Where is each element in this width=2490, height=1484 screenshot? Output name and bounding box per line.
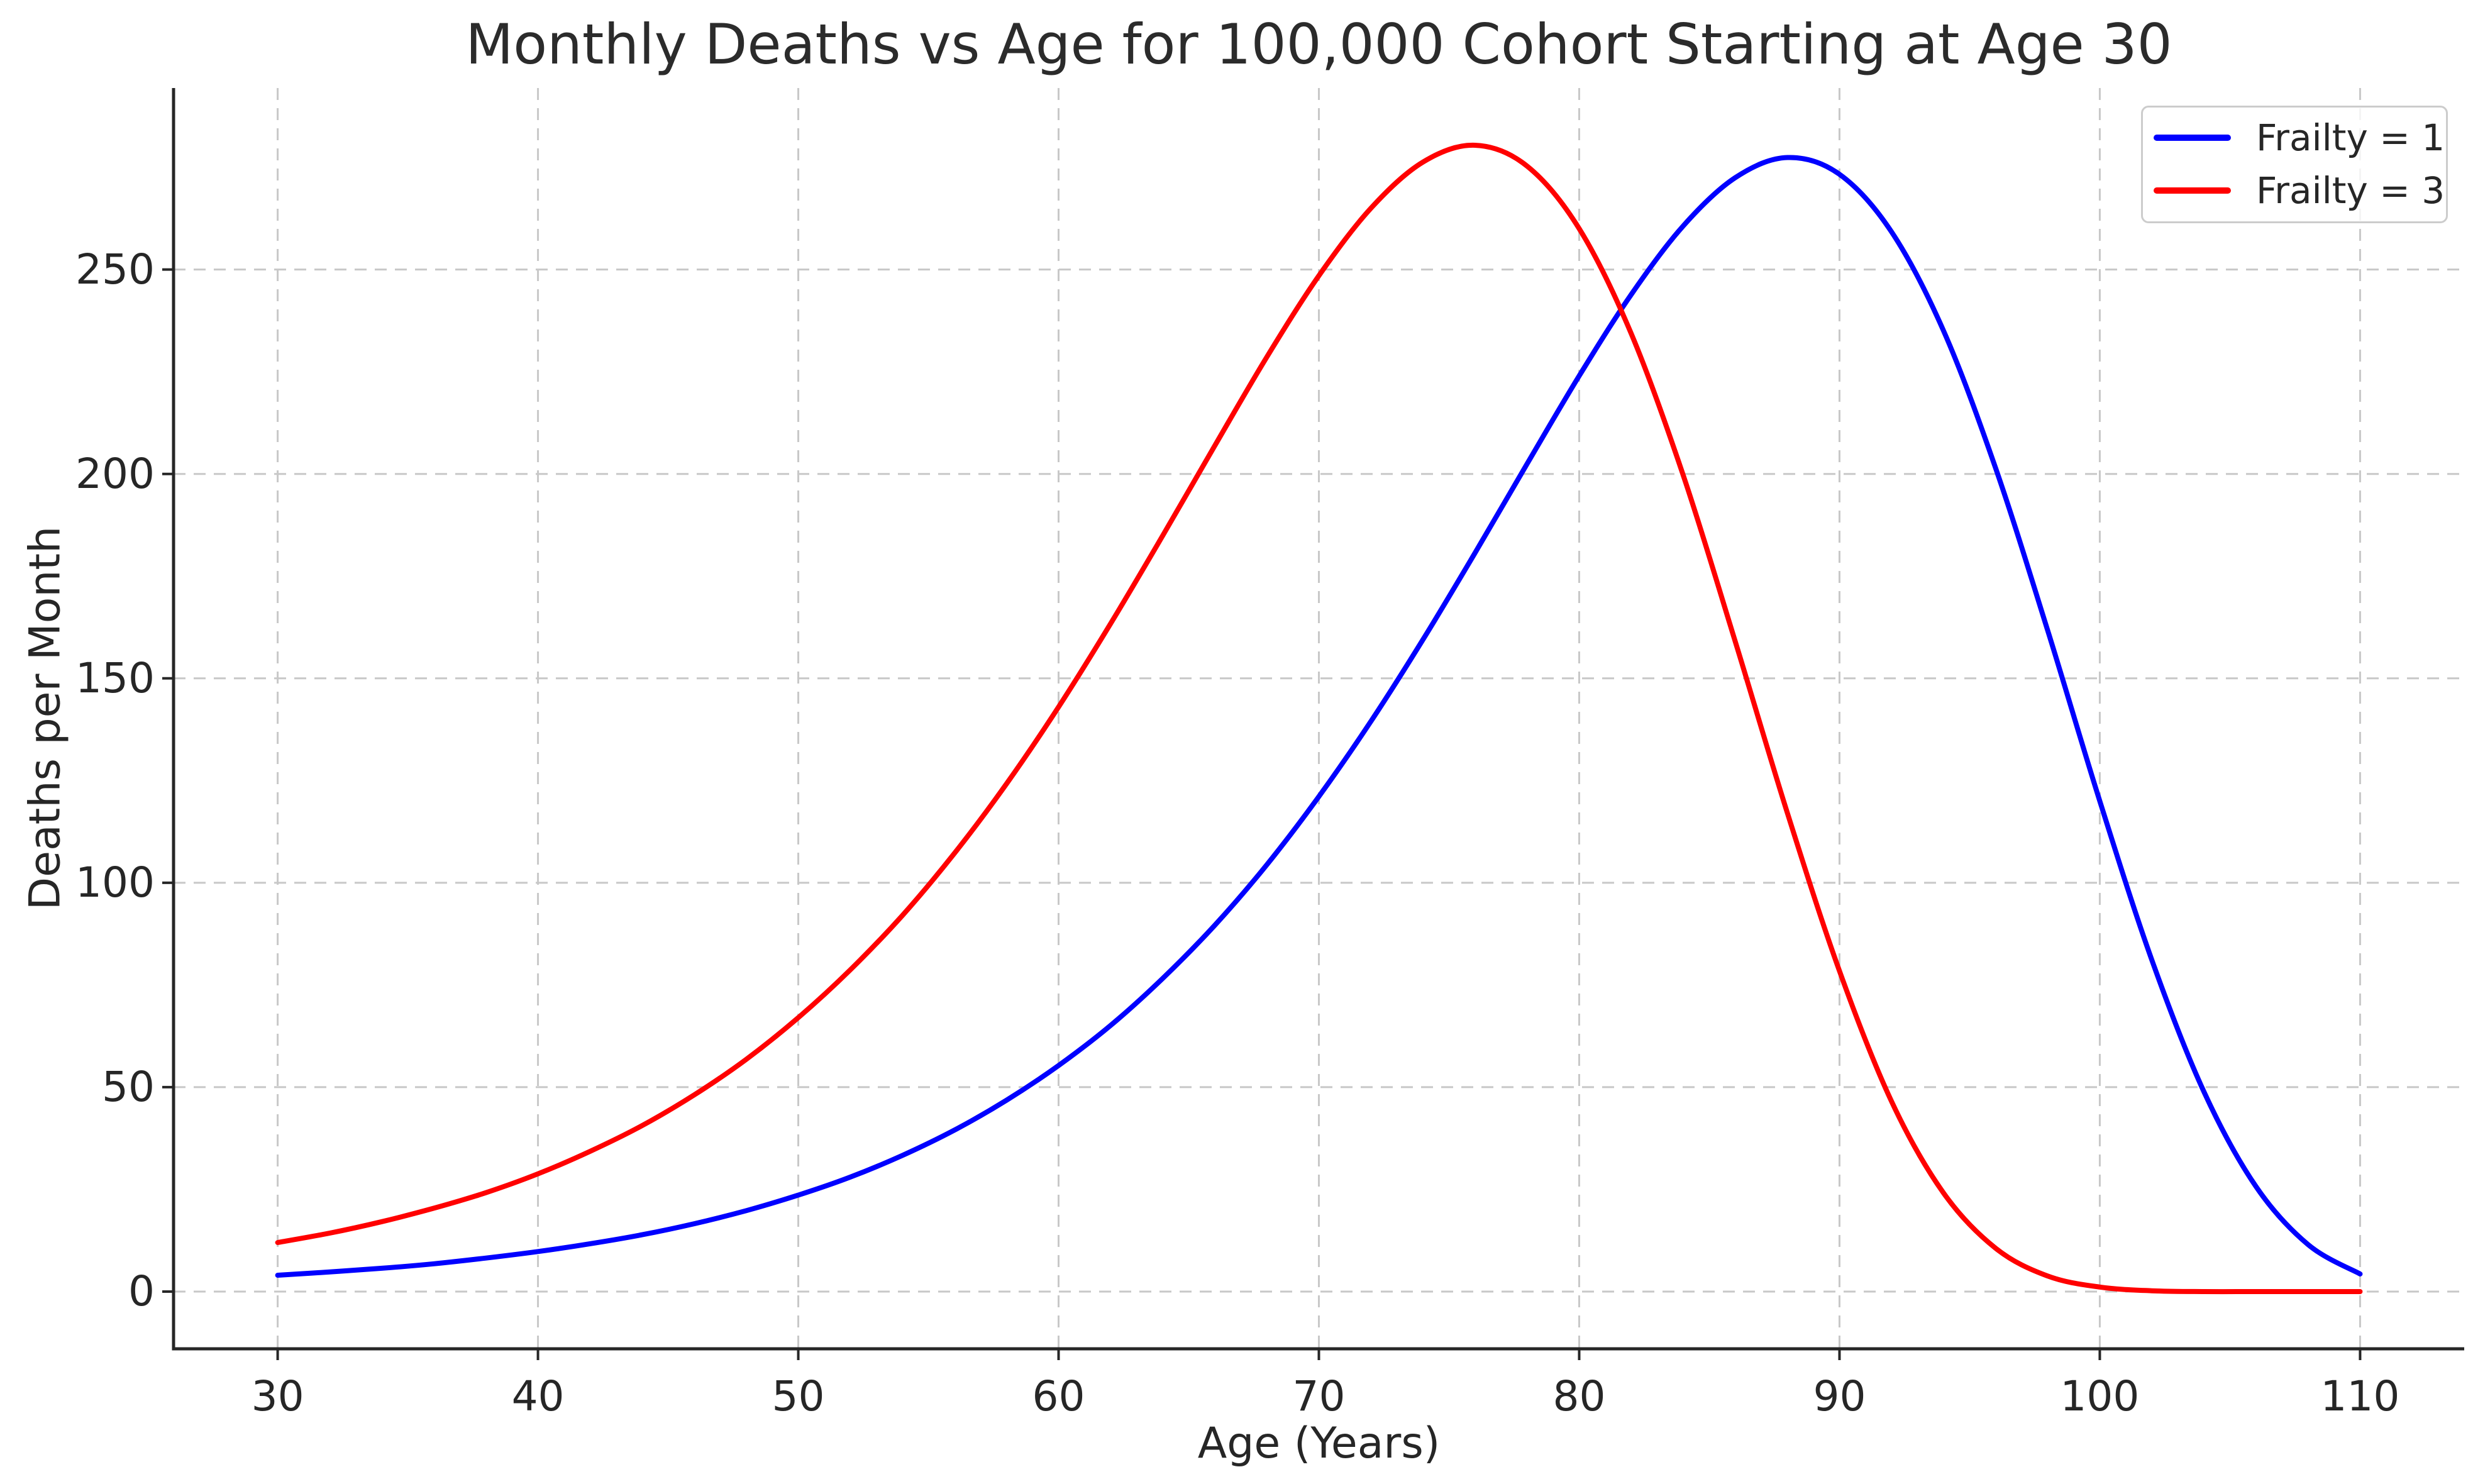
legend-label: Frailty = 3: [2256, 169, 2445, 212]
x-tick-label: 110: [2320, 1372, 2400, 1420]
chart-title: Monthly Deaths vs Age for 100,000 Cohort…: [465, 12, 2172, 77]
legend-box: Frailty = 1 Frailty = 3: [2141, 106, 2448, 223]
x-tick-label: 50: [772, 1372, 825, 1420]
legend-line-sample-red: [2154, 187, 2231, 194]
y-axis-label: Deaths per Month: [20, 526, 70, 911]
x-tick-label: 90: [1813, 1372, 1866, 1420]
y-tick-label: 200: [75, 449, 155, 498]
x-tick-label: 100: [2060, 1372, 2140, 1420]
legend-line-sample-blue: [2154, 135, 2231, 141]
y-tick-label: 0: [128, 1266, 155, 1315]
x-axis-label: Age (Years): [1197, 1419, 1441, 1468]
y-tick-label: 150: [75, 653, 155, 702]
series-line-frailty-3: [275, 142, 2363, 1295]
legend-label: Frailty = 1: [2256, 116, 2445, 159]
x-tick-label: 70: [1292, 1372, 1346, 1420]
x-tick-label: 60: [1032, 1372, 1085, 1420]
y-tick-label: 50: [102, 1062, 155, 1111]
x-tick-label: 40: [511, 1372, 565, 1420]
y-tick-label: 250: [75, 245, 155, 294]
y-tick-label: 100: [75, 858, 155, 907]
x-tick-label: 30: [251, 1372, 304, 1420]
series-line-frailty-1: [275, 155, 2363, 1278]
x-tick-label: 80: [1552, 1372, 1606, 1420]
